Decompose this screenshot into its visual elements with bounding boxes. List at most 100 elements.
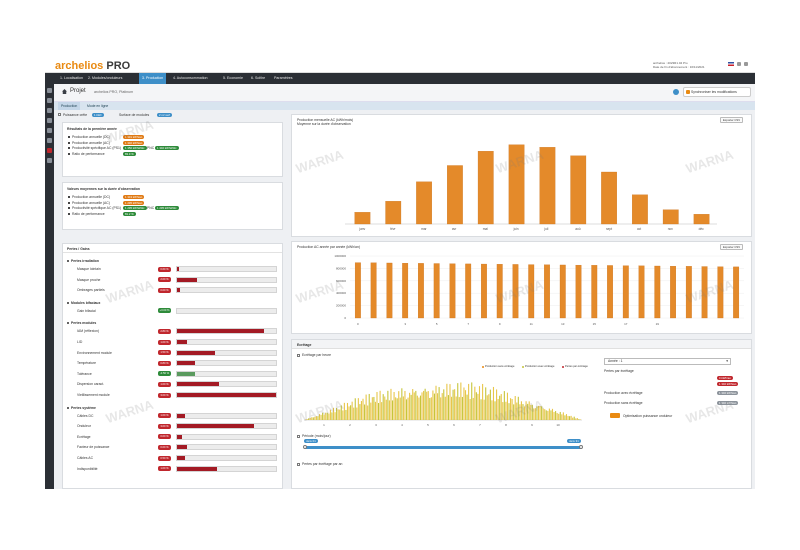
summary-value: 1 391 kWh/an bbox=[123, 135, 145, 139]
summary-value: 1 343 kWh/an bbox=[123, 195, 145, 199]
power-value: 1 kWc bbox=[92, 113, 104, 117]
summary-label: Production annuelle (DC) bbox=[72, 195, 111, 199]
sidebar-settings-icon[interactable] bbox=[47, 118, 52, 123]
yearly-bar bbox=[544, 264, 550, 319]
loss-value-badge: 1.00 % bbox=[158, 339, 171, 345]
top-bar: archelios PRO archelios : 2023R1.04 Pro … bbox=[45, 59, 755, 73]
user-icon[interactable] bbox=[737, 62, 741, 66]
year-tick-label: 17 bbox=[624, 322, 628, 326]
month-tick-label: oct bbox=[637, 227, 641, 231]
yearly-production-chart: 0 200000 400000 600000 800000 1000000 0 3 5 7 9 11 1… bbox=[334, 254, 744, 326]
prod-without-clipping-label: Production sans écrêtage bbox=[604, 401, 643, 405]
summary-label: Productivité spécifique AC (PS1) bbox=[72, 206, 121, 210]
slider-start-handle[interactable] bbox=[303, 445, 307, 449]
summary-extra-label: PNC bbox=[147, 146, 155, 150]
bullet-icon bbox=[68, 201, 70, 204]
month-tick-label: mai bbox=[483, 227, 488, 231]
loss-value-badge: 3.00 % bbox=[158, 392, 171, 398]
hourly-clipping-checkbox[interactable] bbox=[297, 354, 300, 357]
year-tick-label: 11 bbox=[530, 322, 533, 326]
nav-item[interactable]: 5. Economie bbox=[223, 76, 243, 80]
loss-bar bbox=[176, 392, 277, 398]
period-slider[interactable] bbox=[303, 445, 583, 449]
yearly-bar bbox=[449, 263, 456, 319]
nav-item[interactable]: 4. Autoconsommation bbox=[173, 76, 208, 80]
prod-with-clipping-label: Production avec écrêtage bbox=[604, 391, 643, 395]
slider-end-handle[interactable] bbox=[579, 445, 583, 449]
nav-item[interactable]: 3. Production bbox=[139, 73, 167, 84]
legend-label: Production avec écrêtage bbox=[525, 365, 555, 368]
monthly-bar bbox=[539, 147, 556, 225]
tab-online-mode[interactable]: Mode en ligne bbox=[87, 104, 109, 108]
sidebar-help-icon[interactable] bbox=[47, 128, 52, 133]
loss-bar-fill bbox=[177, 288, 180, 293]
section-bullet-icon bbox=[67, 322, 69, 325]
loss-section-title: Pertes modules bbox=[71, 321, 97, 326]
loss-bar-fill bbox=[177, 456, 185, 460]
clip-x-tick-label: 8 bbox=[505, 423, 507, 427]
yearly-bar bbox=[370, 262, 377, 319]
month-tick-label: aoû bbox=[575, 227, 581, 231]
sidebar-projects-icon[interactable] bbox=[47, 98, 52, 103]
power-label: Puissance crête bbox=[63, 113, 88, 117]
sync-button[interactable]: Synchroniser les modifications bbox=[683, 87, 751, 97]
sidebar-home-icon[interactable] bbox=[47, 88, 52, 93]
loss-value-badge: 2.80 % bbox=[158, 328, 171, 334]
yearly-bar bbox=[354, 262, 361, 319]
monthly-bar bbox=[601, 171, 617, 225]
summary-label: Ratio de performance bbox=[72, 151, 105, 156]
clip-x-tick-label: 6 bbox=[453, 423, 455, 427]
year-tick-label: 3 bbox=[404, 322, 406, 326]
optimisation-link[interactable]: Optimisation puissance onduleur bbox=[623, 414, 673, 418]
monthly-bar bbox=[447, 165, 463, 225]
year-select[interactable]: Année : 1 ▾ bbox=[604, 358, 731, 365]
monthly-chart-subtitle: Moyenne sur la durée d'observation bbox=[297, 122, 351, 126]
app-window: archelios PRO archelios : 2023R1.04 Pro … bbox=[45, 59, 755, 489]
loss-bar bbox=[176, 412, 277, 419]
language-flag-icon[interactable] bbox=[728, 62, 734, 66]
nav-item[interactable]: 6. Solthe bbox=[251, 76, 266, 80]
info-icon[interactable] bbox=[673, 89, 679, 95]
nav-item[interactable]: 2. Modules/onduleurs bbox=[88, 76, 123, 80]
side-toolbar bbox=[45, 84, 54, 489]
annual-clipping-label: Pertes par écrêtage par an bbox=[302, 462, 343, 466]
tab-production[interactable]: Production bbox=[58, 102, 81, 110]
loss-bar bbox=[176, 328, 277, 335]
sidebar-report-icon[interactable] bbox=[47, 138, 52, 143]
clip-x-tick-label: 1 bbox=[323, 423, 325, 427]
bullet-icon bbox=[68, 196, 70, 198]
nav-item[interactable]: Paramètres bbox=[274, 76, 293, 80]
yearly-bar bbox=[670, 266, 676, 319]
sidebar-gear-icon[interactable] bbox=[47, 158, 52, 163]
sidebar-list-icon[interactable] bbox=[47, 108, 52, 113]
loss-value-badge: 0.80 % bbox=[158, 360, 171, 366]
yearly-bar bbox=[481, 263, 487, 319]
summary-value: 1 295 kWh/an bbox=[123, 200, 145, 205]
loss-section-title: Pertes système bbox=[71, 405, 96, 410]
yearly-export-button[interactable]: Exporter CSV bbox=[720, 244, 744, 250]
sidebar-pdf-icon[interactable] bbox=[47, 148, 52, 153]
month-tick-label: sept bbox=[606, 227, 612, 231]
power-summary: Puissance crête 1 kWc Surface de modules… bbox=[54, 110, 283, 120]
yearly-chart-title: Production AC année par année (kWh/an) bbox=[297, 245, 360, 249]
loss-bar-fill bbox=[177, 466, 217, 471]
yearly-bar bbox=[496, 264, 503, 319]
loss-row-label: Masque lointain bbox=[77, 267, 101, 271]
annual-clipping-checkbox[interactable] bbox=[297, 463, 300, 466]
period-checkbox[interactable] bbox=[297, 435, 300, 438]
power-checkbox[interactable] bbox=[58, 113, 61, 116]
yearly-bar bbox=[386, 262, 393, 319]
page-title: Projet bbox=[70, 88, 86, 94]
loss-row-label: Ecrêtage bbox=[77, 434, 91, 439]
home-icon[interactable] bbox=[62, 89, 67, 94]
loss-bar-fill bbox=[177, 434, 182, 439]
loss-bar bbox=[176, 360, 277, 367]
yearly-bar bbox=[607, 265, 613, 319]
loss-row-label: Vieillissement module bbox=[77, 393, 110, 397]
summary-label: Ratio de performance bbox=[72, 211, 105, 216]
first-year-results: Résultats de la première année Productio… bbox=[62, 122, 283, 177]
nav-item[interactable]: 1. Localisation bbox=[60, 76, 83, 80]
logout-icon[interactable] bbox=[744, 62, 748, 66]
loss-bar bbox=[176, 349, 277, 356]
monthly-export-button[interactable]: Exporter CSV bbox=[720, 117, 744, 123]
